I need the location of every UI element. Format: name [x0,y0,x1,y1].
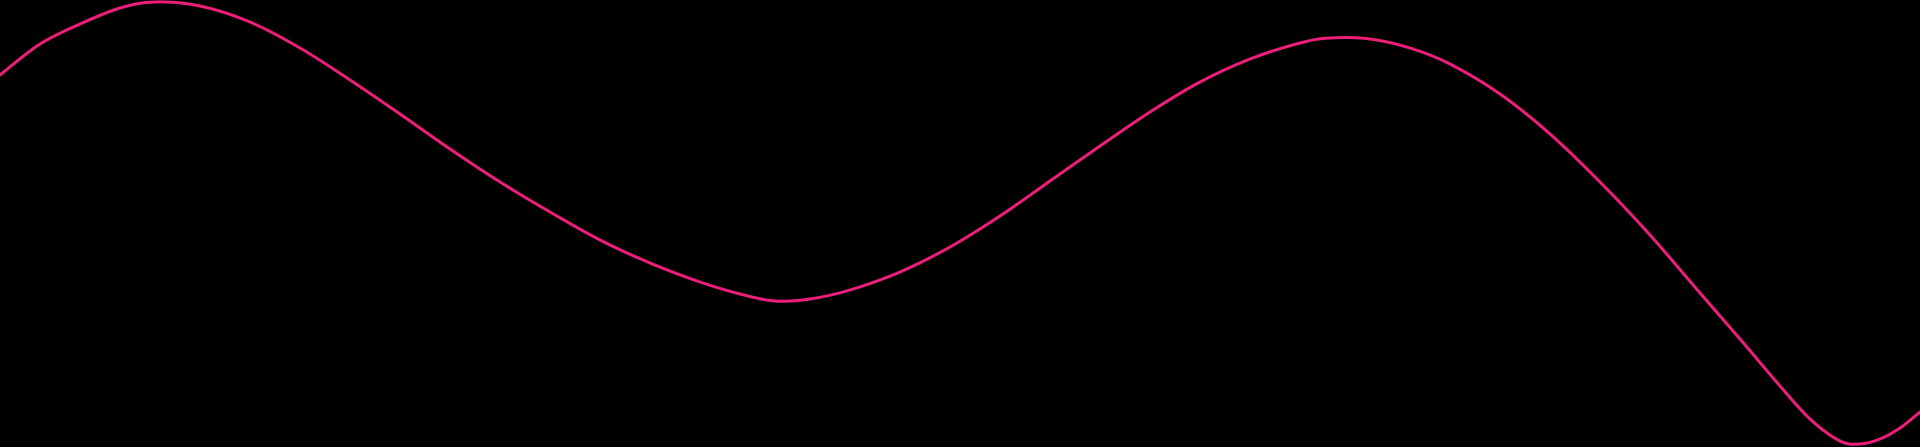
wave-canvas [0,0,1920,447]
wave-line-path [0,0,1920,446]
chart-background [0,0,1920,447]
wave-chart [0,0,1920,447]
